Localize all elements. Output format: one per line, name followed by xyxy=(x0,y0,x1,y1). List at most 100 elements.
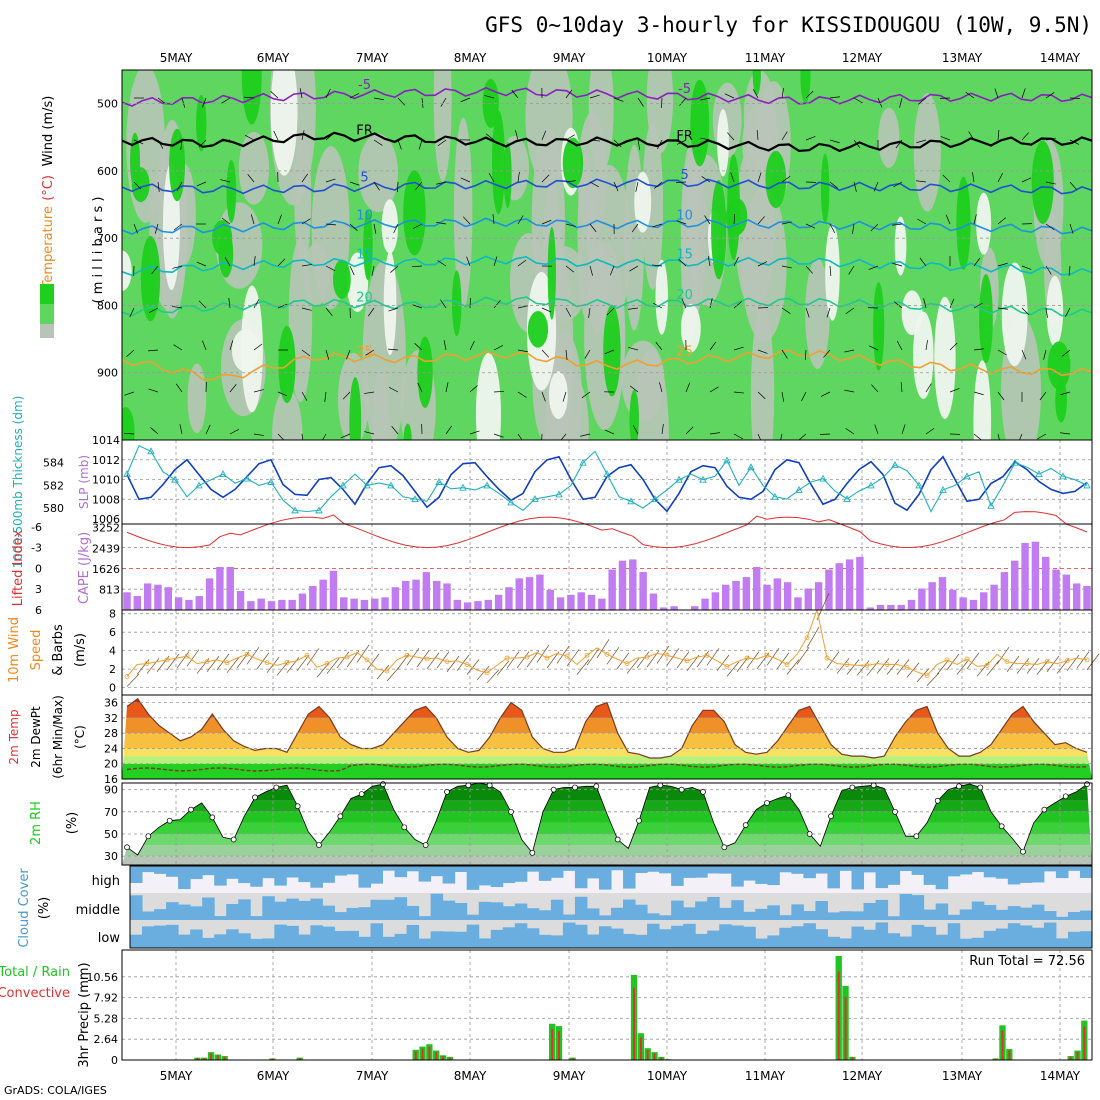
cloud-low xyxy=(550,935,564,948)
cape-bar xyxy=(371,598,379,610)
wind-barb xyxy=(565,89,573,99)
cloud-middle xyxy=(911,895,925,920)
cape-bars xyxy=(123,541,1091,610)
wind-barb xyxy=(965,91,975,99)
precip-conv-bar xyxy=(558,1031,560,1060)
cloud-low xyxy=(490,929,504,948)
wind-barb xyxy=(733,433,743,440)
cloud-low xyxy=(707,930,720,948)
cloud-low xyxy=(238,933,251,948)
wind-barb xyxy=(253,299,260,309)
cloud-high xyxy=(430,866,444,877)
barb xyxy=(336,651,350,669)
wind-barb xyxy=(733,391,744,394)
bottom-date-axis: 5MAY 6MAY 7MAY 8MAY 9MAY 10MAY 11MAY 12MAY 13MAY… xyxy=(160,1069,1081,1083)
cloud-low xyxy=(1007,923,1021,948)
wind-barb xyxy=(660,97,663,109)
wind-barb xyxy=(584,349,591,359)
wind-barb xyxy=(925,427,935,435)
wind-barb xyxy=(253,256,256,267)
barb xyxy=(346,650,360,668)
wind-barb xyxy=(613,97,624,102)
cloud-middle xyxy=(623,899,636,920)
cape-bar xyxy=(835,563,843,610)
cloud-level-axis: high middle low xyxy=(76,874,121,946)
barb xyxy=(166,653,180,671)
precip-conv-bar xyxy=(1076,1051,1079,1060)
rh-marker xyxy=(316,842,322,848)
slp-frame xyxy=(121,439,1093,525)
wind-barb xyxy=(393,223,399,234)
cloud-unit: (%) xyxy=(37,897,52,920)
precip-conv-bar xyxy=(1083,1026,1086,1060)
cloud-low xyxy=(454,931,468,948)
cloud-high xyxy=(574,866,588,889)
wind10m-barbs xyxy=(126,593,1100,687)
bottom-date-label: 14MAY xyxy=(1040,1069,1081,1083)
cloud-level-low: low xyxy=(98,931,121,946)
cloud-middle xyxy=(250,916,263,920)
wind-ylabel-part: Speed xyxy=(29,630,44,671)
cape-bar xyxy=(360,599,369,610)
cloud-middle xyxy=(1067,912,1081,920)
wind-barb xyxy=(253,343,263,351)
barb xyxy=(466,659,480,675)
wind-barb xyxy=(968,131,975,141)
cape-bar xyxy=(278,599,286,610)
precip-conv-bar xyxy=(851,1057,854,1060)
wind-marker xyxy=(604,651,610,657)
precip-conv-bar xyxy=(571,1057,574,1060)
isotherm-label: 20 xyxy=(676,288,693,303)
cape-bar xyxy=(329,570,338,610)
cloud-high xyxy=(502,866,516,884)
wind-barb xyxy=(629,385,639,393)
wind-barb xyxy=(1045,137,1056,141)
wind-barb xyxy=(202,340,207,351)
wind-barb xyxy=(229,340,234,351)
isotherm-label: FR xyxy=(356,124,373,139)
precip-ylabel: 3hr Precip (mm) xyxy=(77,962,92,1067)
cloud-middle xyxy=(574,896,588,920)
barb xyxy=(246,646,260,665)
wind-barb xyxy=(730,172,735,183)
wind-marker xyxy=(304,652,310,658)
chart-title: GFS 0~10day 3-hourly for KISSIDOUGOU (10… xyxy=(485,13,1092,37)
wind-marker xyxy=(644,654,650,660)
wind-barb xyxy=(628,307,639,310)
wind-barb xyxy=(637,139,641,150)
wind-barb xyxy=(220,139,231,142)
cape-bar xyxy=(804,588,813,610)
cloud-low xyxy=(142,926,155,948)
barb xyxy=(416,650,430,668)
wind-barb xyxy=(515,130,519,141)
cloud-middle xyxy=(226,904,239,920)
cloud-middle xyxy=(454,902,468,920)
rh-tick: 90 xyxy=(104,784,118,797)
rh-marker xyxy=(572,784,578,791)
wind-barb xyxy=(589,139,600,142)
cloud-high xyxy=(466,866,480,890)
wind-barb xyxy=(918,97,927,105)
wind-barb xyxy=(1069,139,1080,145)
cloud-high xyxy=(719,866,732,874)
wind-barb xyxy=(198,300,207,309)
cloud-middle xyxy=(598,915,612,920)
wind-barb xyxy=(325,349,330,360)
wind-barb xyxy=(589,94,600,99)
wind-barb xyxy=(412,223,423,229)
cloud-high xyxy=(695,866,708,878)
cloud-low xyxy=(322,926,335,948)
wind-tick: 2 xyxy=(109,663,116,676)
thickness-tick: 580 xyxy=(43,502,64,515)
rh-marker xyxy=(358,791,365,797)
wind-barb xyxy=(417,382,423,393)
cloud-level-middle: middle xyxy=(76,903,120,918)
thickness-marker xyxy=(1083,481,1091,489)
wind-barb xyxy=(829,96,840,99)
thickness-marker xyxy=(819,474,827,482)
top-date-label: 7MAY xyxy=(356,51,389,65)
wind-barb xyxy=(805,265,813,274)
cloud-low xyxy=(875,922,889,948)
wind-barb xyxy=(301,218,311,225)
upper-ylabel-part: (°C) xyxy=(41,175,56,201)
